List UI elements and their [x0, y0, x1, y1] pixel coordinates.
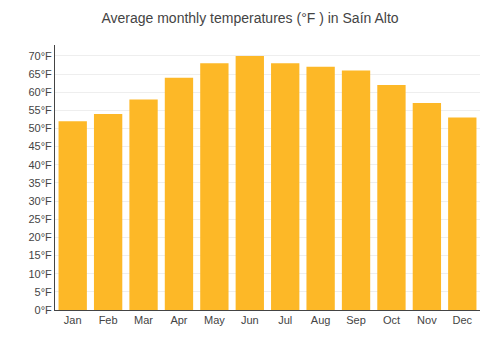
svg-text:15°F: 15°F — [28, 249, 52, 261]
svg-text:65°F: 65°F — [28, 68, 52, 80]
svg-text:20°F: 20°F — [28, 231, 52, 243]
svg-text:50°F: 50°F — [28, 122, 52, 134]
svg-text:35°F: 35°F — [28, 177, 52, 189]
svg-text:Jul: Jul — [278, 314, 292, 326]
svg-text:Feb: Feb — [99, 314, 118, 326]
svg-text:60°F: 60°F — [28, 86, 52, 98]
svg-text:Sep: Sep — [346, 314, 366, 326]
svg-text:Apr: Apr — [170, 314, 187, 326]
svg-text:5°F: 5°F — [35, 286, 53, 298]
svg-text:30°F: 30°F — [28, 195, 52, 207]
svg-text:45°F: 45°F — [28, 140, 52, 152]
svg-text:55°F: 55°F — [28, 104, 52, 116]
svg-text:Dec: Dec — [453, 314, 473, 326]
svg-text:Oct: Oct — [383, 314, 400, 326]
svg-text:10°F: 10°F — [28, 268, 52, 280]
svg-text:Mar: Mar — [134, 314, 153, 326]
svg-text:40°F: 40°F — [28, 159, 52, 171]
svg-text:Average monthly temperatures (: Average monthly temperatures (°F ) in Sa… — [101, 10, 398, 26]
svg-text:May: May — [204, 314, 225, 326]
svg-text:25°F: 25°F — [28, 213, 52, 225]
svg-text:Jun: Jun — [241, 314, 259, 326]
svg-text:0°F: 0°F — [35, 304, 53, 316]
svg-text:Jan: Jan — [64, 314, 82, 326]
svg-text:Nov: Nov — [417, 314, 437, 326]
svg-text:Aug: Aug — [311, 314, 331, 326]
svg-text:70°F: 70°F — [28, 50, 52, 62]
